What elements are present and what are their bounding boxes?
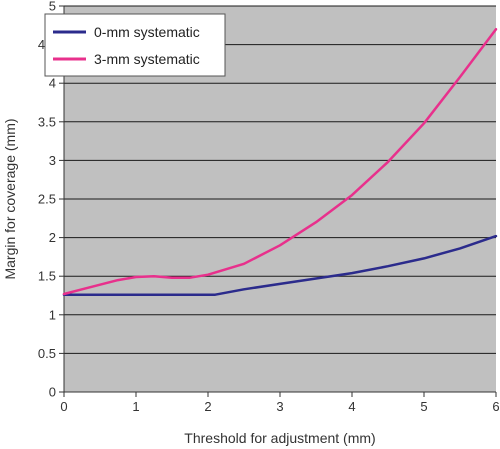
y-tick-label-2: 1 — [49, 307, 56, 322]
legend: 0-mm systematic 3-mm systematic — [44, 13, 226, 77]
y-tick-label-4: 2 — [49, 230, 56, 245]
y-tick-label-5: 2.5 — [38, 192, 56, 207]
x-tick-labels: 0 1 2 3 4 5 6 — [60, 399, 499, 414]
y-tick-label-7: 3.5 — [38, 114, 56, 129]
y-tick-label-10: 5 — [49, 0, 56, 14]
y-tick-label-8: 4 — [49, 76, 56, 91]
y-tick-label-3: 1.5 — [38, 269, 56, 284]
x-axis-label: Threshold for adjustment (mm) — [184, 430, 375, 446]
legend-label-0: 0-mm systematic — [94, 24, 200, 40]
series-lines — [62, 27, 498, 296]
x-tick-label-4: 4 — [348, 399, 355, 414]
x-tick-label-1: 1 — [132, 399, 139, 414]
legend-box — [44, 13, 226, 77]
x-tick-label-2: 2 — [204, 399, 211, 414]
legend-label-1: 3-mm systematic — [94, 51, 200, 67]
x-tick-label-3: 3 — [276, 399, 283, 414]
series-line-1 — [62, 27, 498, 296]
y-tick-label-6: 3 — [49, 153, 56, 168]
y-tick-label-1: 0.5 — [38, 346, 56, 361]
series-line-0 — [62, 234, 498, 296]
x-tick-label-0: 0 — [60, 399, 67, 414]
x-tick-label-6: 6 — [492, 399, 499, 414]
y-tick-label-0: 0 — [49, 385, 56, 400]
x-tick-label-5: 5 — [420, 399, 427, 414]
y-axis-label: Margin for coverage (mm) — [2, 118, 18, 279]
